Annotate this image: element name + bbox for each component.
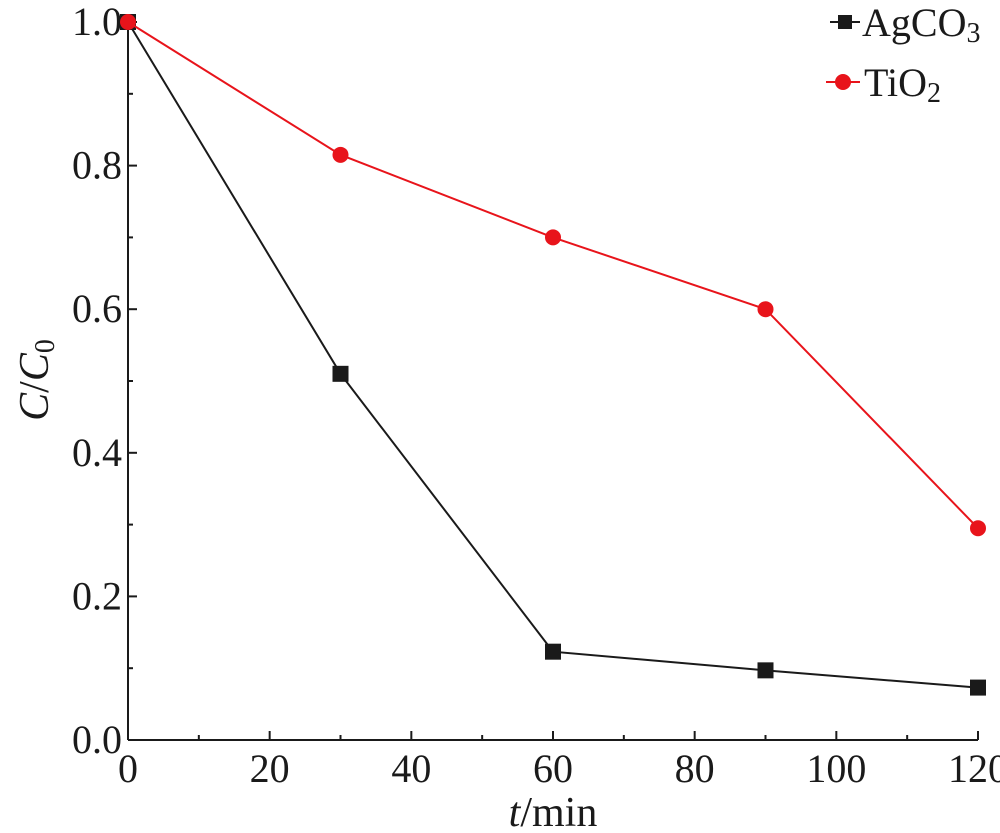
- data-point-agco3: [970, 679, 986, 696]
- data-point-agco3: [545, 643, 561, 660]
- data-point-agco3: [332, 365, 349, 382]
- legend-marker-agco3: [838, 15, 852, 29]
- series-line-agco3: [127, 21, 979, 689]
- y-tick-label: 0.8: [72, 143, 122, 188]
- legend-label-agco3: AgCO3: [862, 0, 980, 49]
- y-tick-label: 0.4: [72, 430, 122, 475]
- axes: 0 20 40 60 80 100 120 0.0 0.2 0.4 0.6 0.8 1.0: [72, 0, 1000, 791]
- y-tick-label: 0.2: [72, 573, 122, 618]
- y-tick-label: 0.6: [72, 286, 122, 331]
- y-tick-label: 1.0: [72, 0, 122, 44]
- series-layer: [120, 14, 986, 696]
- x-tick-label: 100: [806, 746, 866, 791]
- x-tick-label: 120: [948, 746, 1000, 791]
- legend: AgCO3 TiO2: [826, 0, 980, 109]
- svg-text:C/C0: C/C0: [12, 339, 61, 421]
- data-point-tio2: [332, 146, 349, 163]
- x-tick-label: 0: [118, 746, 138, 791]
- x-tick-label: 40: [391, 746, 431, 791]
- legend-entry-tio2: TiO2: [826, 60, 941, 109]
- series-line-tio2: [127, 21, 979, 529]
- y-tick-label: 0.0: [72, 717, 122, 762]
- data-point-tio2: [120, 14, 136, 30]
- x-tick-label: 80: [675, 746, 715, 791]
- data-point-tio2: [970, 520, 986, 537]
- legend-label-tio2: TiO2: [864, 60, 941, 109]
- legend-marker-tio2: [835, 74, 851, 90]
- legend-entry-agco3: AgCO3: [830, 0, 980, 49]
- data-point-tio2: [545, 229, 561, 246]
- data-point-tio2: [757, 301, 774, 318]
- data-point-agco3: [757, 662, 774, 679]
- x-tick-label: 60: [533, 746, 573, 791]
- x-axis-label: t/min: [509, 790, 598, 833]
- x-tick-label: 20: [250, 746, 290, 791]
- y-axis-label: C/C0: [12, 339, 61, 421]
